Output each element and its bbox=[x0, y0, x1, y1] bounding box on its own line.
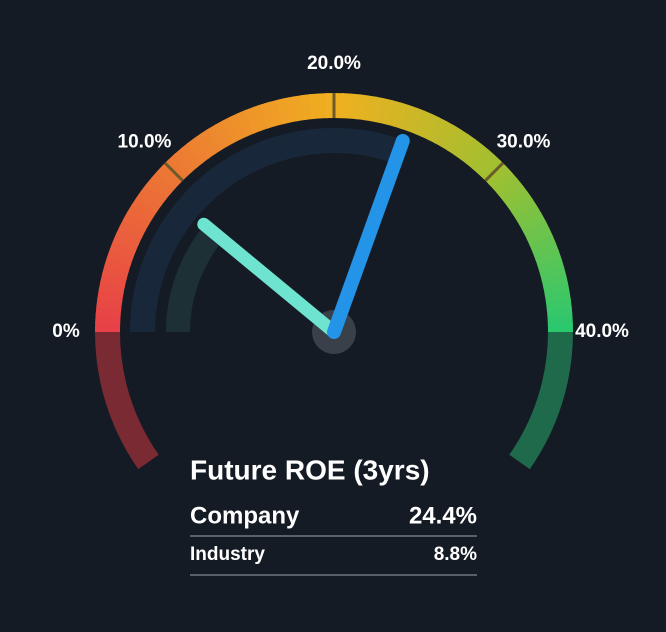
gauge-arc bbox=[378, 98, 394, 125]
value-label: 8.8% bbox=[434, 544, 477, 565]
gauge-arc bbox=[309, 93, 321, 120]
gauge-arc bbox=[471, 148, 496, 174]
gauge-arc bbox=[131, 196, 158, 219]
gauge-arc bbox=[145, 177, 172, 201]
gauge-arc bbox=[515, 205, 542, 227]
gauge-arc bbox=[532, 242, 560, 261]
gauge-arc bbox=[427, 117, 448, 144]
gauge-arc bbox=[109, 240, 137, 259]
gauge-arc bbox=[174, 147, 198, 173]
gauge-arc bbox=[252, 104, 270, 131]
gauge-arc bbox=[526, 227, 554, 247]
gauge-arc bbox=[317, 93, 329, 119]
gauge-arc bbox=[539, 266, 567, 282]
gauge-arc bbox=[207, 124, 229, 151]
gauge-arc bbox=[150, 170, 176, 195]
tick-label: 40.0% bbox=[575, 321, 629, 342]
gauge-arc bbox=[106, 248, 134, 266]
gauge-arc bbox=[447, 129, 470, 156]
gauge-arc bbox=[268, 99, 284, 127]
gauge-arc bbox=[522, 219, 550, 240]
gauge-arc bbox=[135, 190, 162, 213]
gauge-arc bbox=[441, 125, 463, 152]
gauge-arc bbox=[119, 218, 146, 239]
gauge-arc bbox=[244, 106, 263, 134]
gauge-arc bbox=[547, 315, 573, 327]
gauge-arc bbox=[221, 116, 242, 144]
gauge-arc bbox=[140, 183, 167, 207]
gauge-arc bbox=[115, 225, 143, 245]
gauge-arc bbox=[200, 128, 222, 155]
gauge-arc bbox=[465, 143, 489, 170]
tick-label: 10.0% bbox=[118, 132, 172, 153]
gauge-arc bbox=[400, 104, 418, 132]
gauge-arc bbox=[214, 120, 235, 147]
gauge-arc bbox=[122, 211, 150, 232]
gauge-arc bbox=[414, 110, 433, 138]
gauge-arc bbox=[507, 191, 534, 214]
legend-label: Industry bbox=[190, 544, 265, 565]
gauge-arc bbox=[493, 172, 519, 196]
value-label: 24.4% bbox=[409, 502, 477, 529]
gauge-arc bbox=[104, 256, 131, 274]
gauge-arc bbox=[519, 212, 546, 233]
gauge-arc bbox=[156, 164, 182, 189]
gauge-arc bbox=[502, 184, 529, 208]
gauge-arc bbox=[434, 120, 455, 148]
gauge-extension bbox=[95, 332, 159, 470]
gauge-arc bbox=[98, 280, 125, 295]
gauge-arc bbox=[535, 250, 562, 268]
legend-label: Company bbox=[190, 502, 300, 529]
gauge-arc bbox=[511, 198, 538, 220]
gauge-arc bbox=[459, 138, 483, 165]
gauge-arc bbox=[371, 96, 386, 123]
gauge-arc bbox=[193, 132, 216, 159]
gauge-arc bbox=[546, 307, 573, 319]
needle bbox=[197, 217, 341, 339]
gauge-arc bbox=[385, 100, 402, 127]
gauge-arc bbox=[487, 165, 513, 190]
gauge-arc bbox=[127, 203, 154, 225]
needle bbox=[327, 134, 410, 339]
gauge-arc bbox=[186, 137, 210, 164]
tick-mark bbox=[484, 161, 505, 182]
gauge-arc bbox=[497, 178, 524, 202]
gauge-arc bbox=[167, 153, 192, 179]
gauge-arc bbox=[537, 258, 565, 275]
gauge-arc bbox=[421, 113, 441, 141]
gauge-extension bbox=[509, 332, 573, 470]
gauge-arc bbox=[407, 107, 426, 135]
gauge-arc bbox=[392, 102, 410, 129]
gauge-arc bbox=[100, 272, 127, 288]
gauge-arc bbox=[112, 233, 140, 252]
value-track bbox=[166, 224, 224, 332]
tick-label: 30.0% bbox=[497, 132, 551, 153]
tick-label: 0% bbox=[52, 321, 80, 342]
value-track bbox=[130, 128, 404, 332]
gauge-arc bbox=[334, 93, 345, 119]
gauge-arc bbox=[229, 112, 249, 140]
tick-label: 20.0% bbox=[307, 53, 361, 74]
gauge-arc bbox=[180, 142, 204, 169]
gauge-arc bbox=[102, 264, 129, 281]
gauge-arc bbox=[236, 109, 256, 137]
tick-mark bbox=[163, 161, 184, 182]
gauge-arc bbox=[95, 321, 121, 332]
gauge-arc bbox=[477, 154, 502, 180]
gauge-arc bbox=[547, 323, 573, 332]
gauge-arc bbox=[529, 234, 557, 254]
gauge-arc bbox=[453, 133, 476, 160]
chart-title: Future ROE (3yrs) bbox=[190, 454, 430, 485]
gauge-arc bbox=[260, 101, 277, 129]
